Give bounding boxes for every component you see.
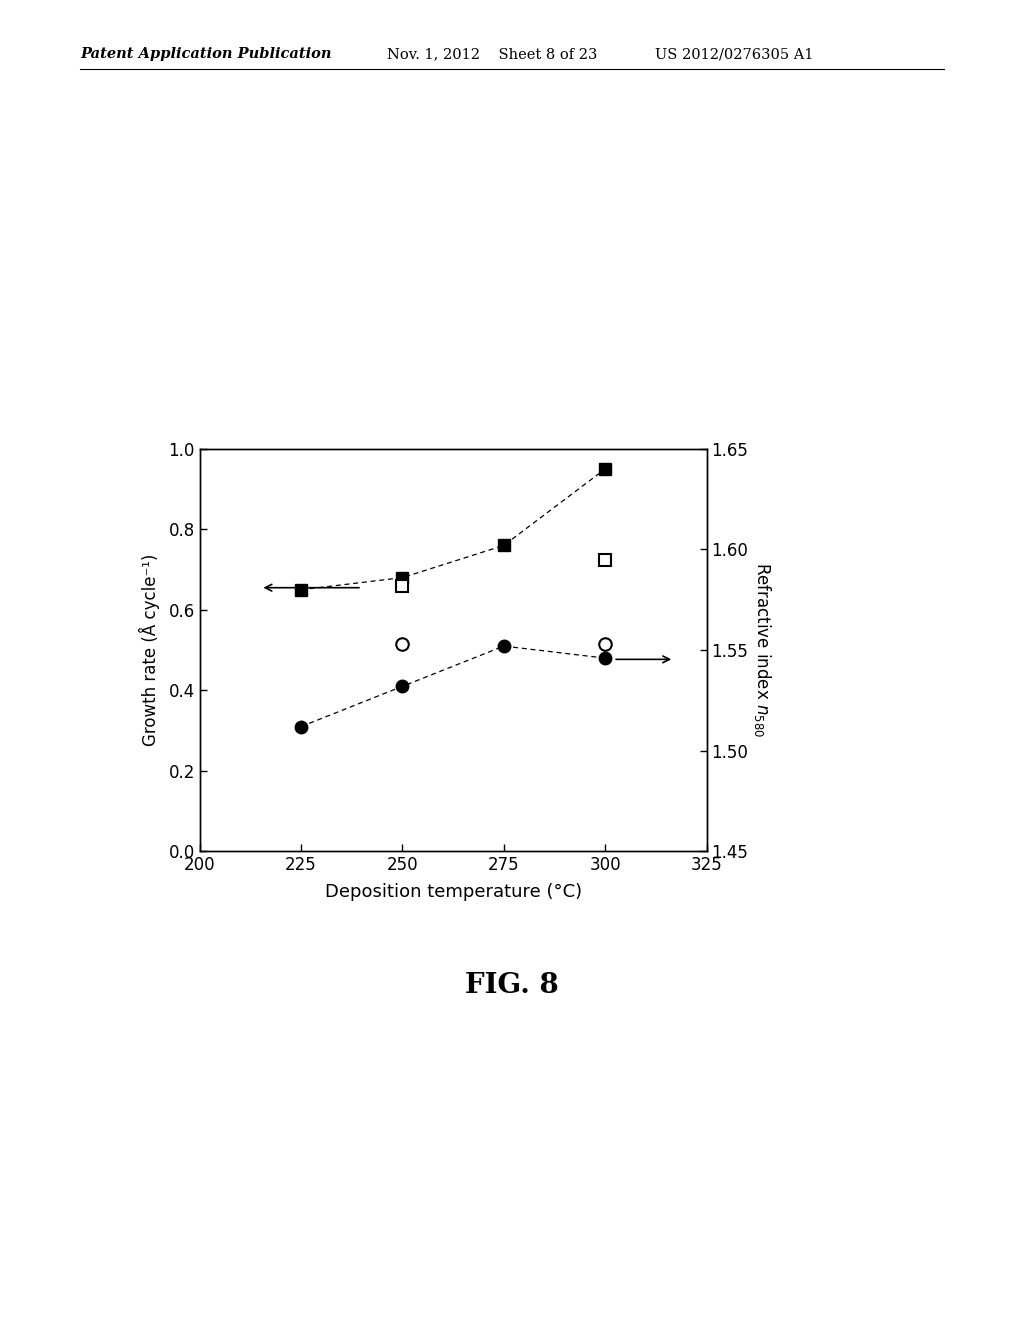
Y-axis label: Refractive index $n_{580}$: Refractive index $n_{580}$ xyxy=(753,562,773,738)
Y-axis label: Growth rate (Å cycle⁻¹): Growth rate (Å cycle⁻¹) xyxy=(139,554,160,746)
Text: Patent Application Publication: Patent Application Publication xyxy=(80,48,332,61)
Text: FIG. 8: FIG. 8 xyxy=(465,972,559,999)
X-axis label: Deposition temperature (°C): Deposition temperature (°C) xyxy=(325,883,582,900)
Text: US 2012/0276305 A1: US 2012/0276305 A1 xyxy=(655,48,814,61)
Text: Nov. 1, 2012    Sheet 8 of 23: Nov. 1, 2012 Sheet 8 of 23 xyxy=(387,48,597,61)
